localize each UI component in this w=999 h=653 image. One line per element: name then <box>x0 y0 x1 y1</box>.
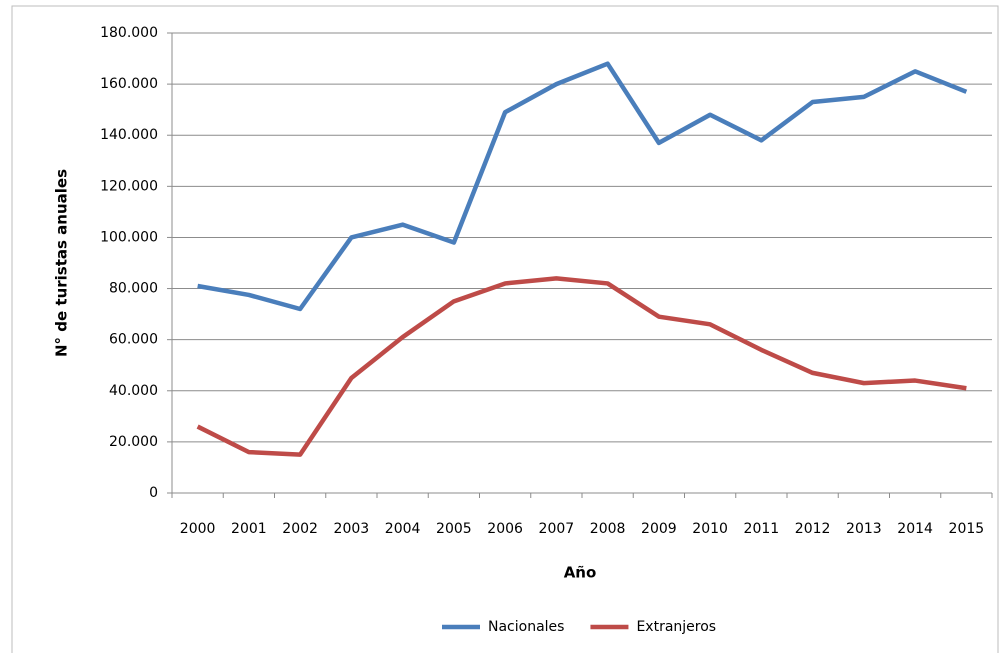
y-axis-title: N° de turistas anuales <box>53 169 71 357</box>
y-tick-label: 60.000 <box>109 332 158 348</box>
x-axis-title: Año <box>564 564 597 582</box>
chart-frame <box>11 5 999 653</box>
legend-label: Nacionales <box>488 619 564 635</box>
y-tick-label: 100.000 <box>100 229 158 245</box>
x-tick-label: 2002 <box>282 521 318 537</box>
x-tick-label: 2012 <box>795 521 831 537</box>
y-tick-label: 160.000 <box>100 76 158 92</box>
series-line <box>197 61 968 312</box>
x-tick-label: 2014 <box>897 521 933 537</box>
x-tick-label: 2005 <box>436 521 472 537</box>
y-tick-label: 180.000 <box>100 25 158 41</box>
y-tick-label: 20.000 <box>109 434 158 450</box>
x-tick-label: 2006 <box>487 521 523 537</box>
x-tick-label: 2001 <box>231 521 267 537</box>
legend-label: Extranjeros <box>636 619 716 635</box>
y-tick-label: 120.000 <box>100 178 158 194</box>
x-tick-label: 2000 <box>180 521 216 537</box>
x-tick-label: 2011 <box>744 521 780 537</box>
x-tick-label: 2007 <box>539 521 575 537</box>
x-tick-label: 2013 <box>846 521 882 537</box>
y-tick-label: 140.000 <box>100 127 158 143</box>
x-tick-label: 2010 <box>692 521 728 537</box>
x-tick-label: 2004 <box>385 521 421 537</box>
series-line <box>196 276 967 457</box>
x-tick-label: 2003 <box>334 521 370 537</box>
x-tick-label: 2008 <box>590 521 626 537</box>
x-tick-label: 2015 <box>949 521 985 537</box>
y-tick-label: 40.000 <box>109 383 158 399</box>
y-tick-label: 0 <box>149 485 158 501</box>
x-tick-label: 2009 <box>641 521 677 537</box>
y-tick-label: 80.000 <box>109 281 158 297</box>
